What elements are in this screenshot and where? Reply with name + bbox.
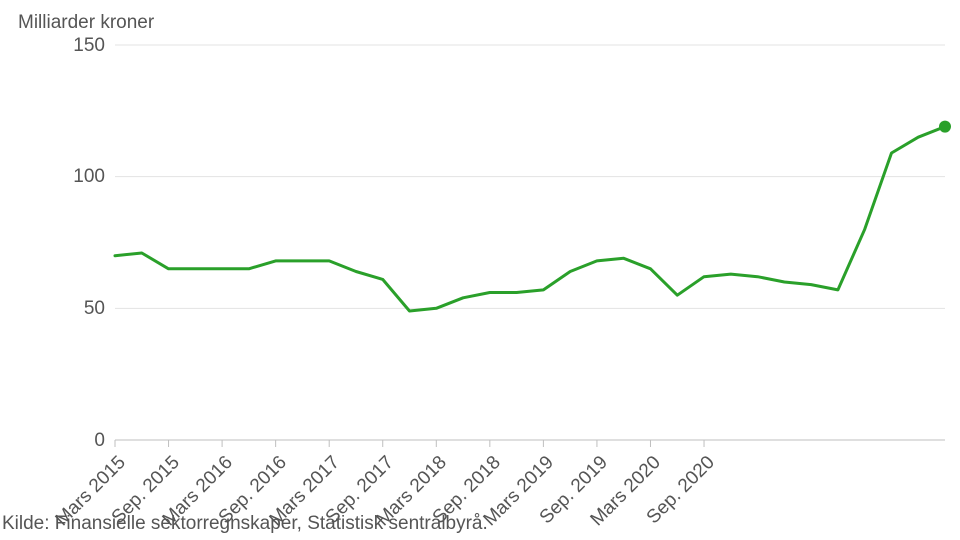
- y-tick-label: 100: [53, 166, 105, 188]
- y-tick-label: 150: [53, 35, 105, 57]
- line-chart-plot: [0, 0, 960, 540]
- y-tick-label: 50: [53, 298, 105, 320]
- chart-source-text: Kilde: Finansielle sektorregnskaper, Sta…: [2, 513, 488, 535]
- y-tick-label: 0: [53, 430, 105, 452]
- chart-container: Milliarder kroner 050100150 Mars 2015Sep…: [0, 0, 960, 540]
